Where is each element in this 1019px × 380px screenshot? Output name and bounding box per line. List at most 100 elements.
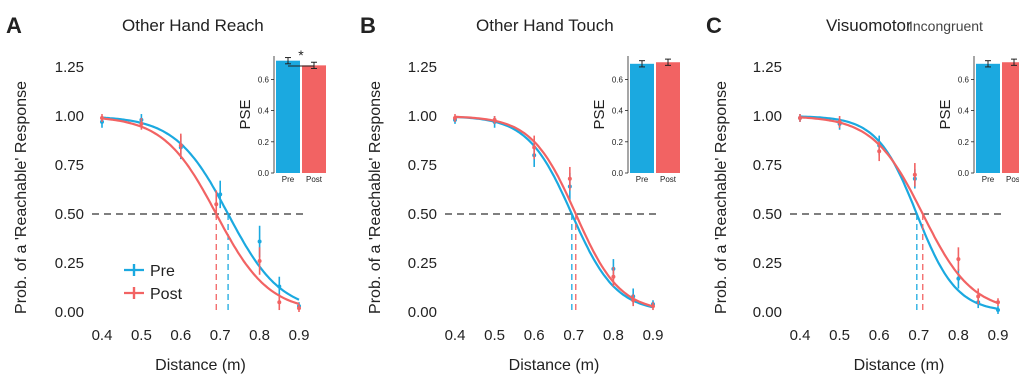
data-point: [277, 300, 282, 305]
x-tick-label: 0.5: [131, 327, 152, 344]
y-tick-label: 0.75: [753, 157, 782, 174]
inset-y-tick-label: 0.2: [258, 138, 270, 147]
legend-label: Pre: [150, 263, 175, 280]
data-point: [277, 284, 282, 289]
y-tick-label: 0.00: [55, 304, 84, 321]
x-tick-label: 0.7: [908, 327, 929, 344]
panel-title: Visuomotor: [826, 16, 912, 35]
inset-y-tick-label: 0.6: [612, 75, 624, 84]
data-point: [877, 149, 882, 154]
panel-letter: A: [6, 13, 22, 38]
inset-bar-pre: [976, 63, 1000, 173]
legend: Pre Post: [124, 263, 183, 303]
inset-y-axis-title: PSE: [237, 99, 254, 129]
x-tick-label: 0.5: [484, 327, 505, 344]
data-point: [257, 259, 262, 264]
x-tick-label: 0.4: [92, 327, 113, 344]
inset-x-tick-label: Pre: [636, 175, 649, 184]
panel-a: A Other Hand Reach Prob. of a 'Reachable' …: [6, 13, 326, 374]
y-tick-label: 0.50: [753, 206, 782, 223]
y-tick-label: 0.75: [408, 157, 437, 174]
x-axis-title: Distance (m): [155, 357, 246, 374]
data-point: [218, 192, 223, 197]
data-point: [532, 145, 537, 150]
y-tick-label: 1.00: [408, 108, 437, 125]
y-tick-label: 0.00: [753, 304, 782, 321]
panel-letter: B: [360, 13, 376, 38]
data-point: [996, 308, 1000, 313]
x-tick-label: 0.6: [170, 327, 191, 344]
x-tick-label: 0.9: [988, 327, 1009, 344]
x-tick-label: 0.7: [563, 327, 584, 344]
fit-curve-post: [454, 115, 654, 308]
y-tick-label: 1.00: [55, 108, 84, 125]
data-point: [956, 257, 961, 262]
panel-letter: C: [706, 13, 722, 38]
inset-y-tick-label: 0.6: [258, 75, 270, 84]
inset-bar-pre: [276, 60, 300, 173]
x-tick-label: 0.6: [524, 327, 545, 344]
panel-subtitle: Incongruent: [909, 18, 983, 34]
inset-y-tick-label: 0.4: [958, 107, 970, 116]
data-point: [567, 176, 572, 181]
x-axis-title: Distance (m): [854, 357, 945, 374]
inset-y-tick-label: 0.4: [258, 107, 270, 116]
data-point: [100, 115, 104, 120]
y-axis-title: Prob. of a 'Reachable' Response: [13, 81, 30, 314]
y-tick-label: 1.25: [753, 59, 782, 76]
inset-y-tick-label: 0.0: [958, 169, 970, 178]
inset-x-tick-label: Pre: [982, 175, 995, 184]
data-point: [611, 274, 616, 279]
y-tick-label: 0.50: [55, 206, 84, 223]
y-tick-label: 1.00: [753, 108, 782, 125]
x-tick-label: 0.4: [445, 327, 466, 344]
fit-curve-post: [101, 117, 300, 305]
inset-y-tick-label: 0.6: [958, 75, 970, 84]
fit-curve-post: [799, 116, 999, 305]
x-tick-label: 0.8: [249, 327, 270, 344]
fit-curve-pre: [454, 115, 654, 309]
x-tick-label: 0.5: [829, 327, 850, 344]
inset-y-tick-label: 0.2: [958, 138, 970, 147]
inset-bar-post: [302, 65, 326, 173]
fit-curve-pre: [799, 115, 999, 310]
y-tick-label: 1.25: [55, 59, 84, 76]
inset-x-tick-label: Pre: [282, 175, 295, 184]
inset-x-tick-label: Post: [306, 175, 323, 184]
data-point: [651, 304, 655, 309]
y-tick-label: 0.25: [408, 255, 437, 272]
y-axis-title: Prob. of a 'Reachable' Response: [367, 81, 384, 314]
inset-y-tick-label: 0.2: [612, 138, 624, 147]
inset-y-axis-title: PSE: [937, 99, 954, 129]
x-tick-label: 0.7: [210, 327, 231, 344]
inset-y-axis-title: PSE: [591, 99, 608, 129]
x-tick-label: 0.4: [790, 327, 811, 344]
data-point: [297, 306, 301, 311]
y-tick-label: 0.25: [753, 255, 782, 272]
y-axis-title: Prob. of a 'Reachable' Response: [713, 81, 730, 314]
x-tick-label: 0.9: [643, 327, 664, 344]
data-point: [492, 117, 497, 122]
x-axis-title: Distance (m): [509, 357, 600, 374]
data-point: [976, 294, 981, 299]
data-point: [453, 115, 457, 120]
x-tick-label: 0.9: [289, 327, 310, 344]
x-tick-label: 0.8: [948, 327, 969, 344]
significance-marker: *: [298, 47, 304, 63]
data-point: [139, 121, 144, 126]
inset-x-tick-label: Post: [660, 175, 677, 184]
panel-b: B Other Hand Touch Prob. of a 'Reachable' …: [360, 13, 680, 374]
inset-y-tick-label: 0.0: [612, 169, 624, 178]
x-tick-label: 0.6: [869, 327, 890, 344]
data-point: [956, 276, 961, 281]
y-tick-label: 1.25: [408, 59, 437, 76]
x-tick-label: 0.8: [603, 327, 624, 344]
inset-bar-pre: [630, 63, 654, 173]
data-point: [996, 300, 1000, 305]
data-point: [631, 298, 636, 303]
y-tick-label: 0.25: [55, 255, 84, 272]
panel-title: Other Hand Reach: [122, 16, 264, 35]
data-point: [912, 172, 917, 177]
